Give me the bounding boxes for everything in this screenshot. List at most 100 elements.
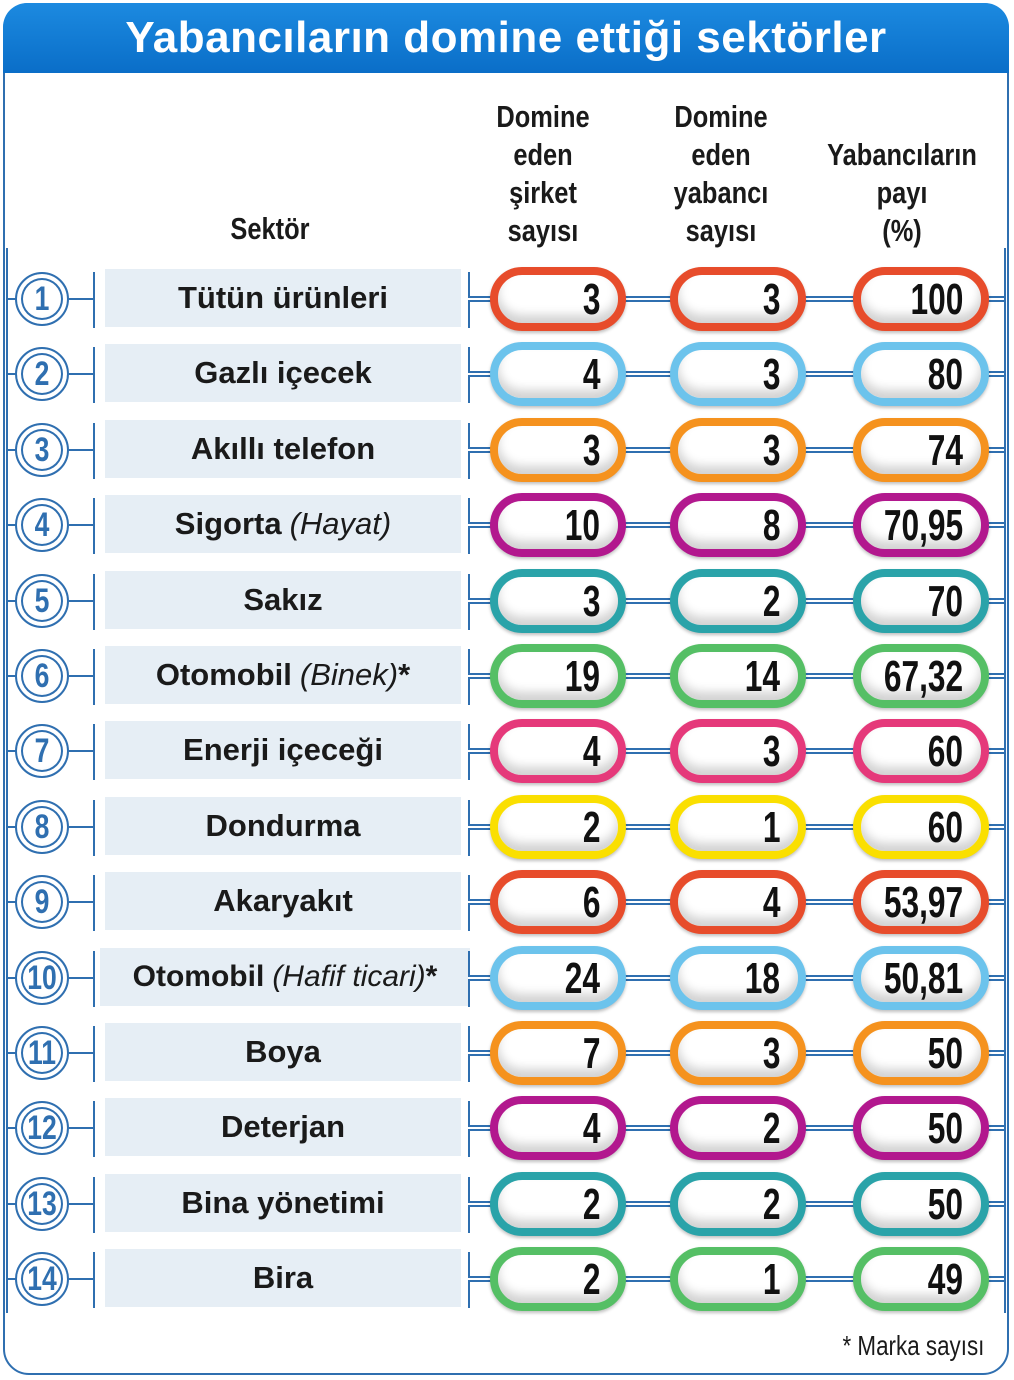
pill-connector <box>984 1200 1004 1207</box>
header-foreign-line: yabancı <box>673 175 769 210</box>
rank-badge: 14 <box>15 1252 69 1307</box>
rank-number: 1 <box>34 280 50 318</box>
pill-connector <box>620 673 676 679</box>
rank-number: 3 <box>34 430 50 469</box>
foreign-count-pill: 3 <box>670 342 806 407</box>
foreign-count-value: 3 <box>762 1029 780 1078</box>
foreign-share-pill: 74 <box>853 417 989 482</box>
sector-bracket <box>93 498 95 555</box>
sector-note: (Hafif ticari) <box>272 959 426 993</box>
brand-count-marker: * <box>425 959 438 993</box>
pill-connector <box>984 899 1004 906</box>
foreign-share-pill: 50 <box>853 1096 989 1161</box>
pill-connector <box>620 522 676 529</box>
pill-connector <box>984 446 1004 453</box>
sector-label: Deterjan <box>105 1098 461 1157</box>
pill-connector <box>800 597 858 604</box>
sector-label: Otomobil (Hafif ticari) * <box>100 947 470 1006</box>
rail-connector <box>6 599 16 602</box>
company-count-value: 10 <box>564 501 600 551</box>
sector-label: Akıllı telefon <box>105 419 461 478</box>
sector-name: Akıllı telefon <box>190 430 376 466</box>
table-row: 14 Bira 2 1 49 <box>0 1244 1014 1319</box>
foreign-share-pill: 60 <box>853 794 989 859</box>
pill-connector <box>800 522 858 529</box>
header-sector: Sektör <box>213 210 328 248</box>
rank-number: 8 <box>34 807 50 846</box>
pill-connector <box>468 1276 494 1283</box>
rail-connector <box>69 825 93 828</box>
sector-note: (Binek) <box>299 657 399 692</box>
company-count-pill: 2 <box>490 1247 626 1312</box>
header-share: Yabancıların payı (%) <box>814 136 989 250</box>
header-companies-line: eden <box>513 137 573 172</box>
rail-connector <box>6 750 16 753</box>
foreign-share-pill: 50 <box>853 1021 989 1085</box>
foreign-share-pill: 53,97 <box>853 870 989 935</box>
sector-bracket <box>93 1026 95 1082</box>
rail-connector <box>69 524 93 527</box>
rail-connector <box>69 901 93 904</box>
sector-name: Akaryakıt <box>213 883 353 919</box>
sector-label: Gazlı içecek <box>105 344 461 403</box>
foreign-share-pill: 70 <box>853 568 989 633</box>
rail-connector <box>6 298 16 300</box>
sector-label: Tütün ürünleri <box>105 269 461 327</box>
company-count-value: 2 <box>582 1179 600 1229</box>
rail-connector <box>6 976 16 979</box>
sector-name: Boya <box>245 1034 321 1069</box>
company-count-pill: 3 <box>490 267 626 331</box>
pill-connector <box>620 974 676 981</box>
company-count-pill: 2 <box>490 794 626 859</box>
pill-connector <box>984 673 1004 679</box>
company-count-pill: 19 <box>490 644 626 708</box>
rank-badge: 4 <box>15 498 69 553</box>
company-count-value: 4 <box>582 727 600 777</box>
rank-badge: 3 <box>15 422 69 477</box>
header-foreign: Domine eden yabancı sayısı <box>660 98 783 250</box>
company-count-value: 19 <box>564 652 600 701</box>
foreign-share-pill: 60 <box>853 719 989 784</box>
table-row: 1 Tütün ürünleri 3 3 100 <box>0 264 1014 339</box>
foreign-share-pill: 70,95 <box>853 493 989 558</box>
table-row: 10 Otomobil (Hafif ticari) * 24 18 50,81 <box>0 943 1014 1018</box>
pill-connector <box>620 1125 676 1132</box>
foreign-share-pill: 49 <box>853 1247 989 1312</box>
header-companies-line: Domine <box>496 99 590 134</box>
sector-name: Sakız <box>243 581 323 617</box>
sector-label: Dondurma <box>105 796 461 855</box>
rank-badge: 5 <box>15 573 69 628</box>
rank-badge: 1 <box>15 272 69 326</box>
pill-connector <box>468 899 494 906</box>
pill-connector <box>800 446 858 453</box>
rank-badge: 9 <box>15 875 69 930</box>
header-companies-line: şirket <box>509 175 577 210</box>
company-count-value: 3 <box>582 576 600 626</box>
foreign-count-value: 2 <box>762 1104 780 1154</box>
pill-connector <box>800 899 858 906</box>
company-count-value: 7 <box>582 1029 600 1078</box>
sector-bracket <box>93 1176 95 1233</box>
foreign-share-value: 53,97 <box>883 878 963 928</box>
company-count-value: 4 <box>582 1104 600 1154</box>
foreign-share-value: 50 <box>927 1104 963 1154</box>
pill-connector <box>800 823 858 830</box>
pill-connector <box>984 748 1004 755</box>
header-companies-line: sayısı <box>507 213 579 248</box>
foreign-count-value: 4 <box>762 878 780 928</box>
pill-connector <box>468 522 494 529</box>
rail-connector <box>6 901 16 904</box>
header-companies: Domine eden şirket sayısı <box>482 98 605 250</box>
pill-connector <box>800 371 858 378</box>
chart-title: Yabancıların domine ettiği sektörler <box>125 13 887 62</box>
rail-connector <box>69 1202 93 1205</box>
company-count-pill: 4 <box>490 342 626 407</box>
sector-label: Bina yönetimi <box>105 1173 461 1232</box>
sector-label: Enerji içeceği <box>105 721 461 780</box>
pill-connector <box>984 823 1004 830</box>
company-count-value: 2 <box>582 802 600 852</box>
sector-name: Dondurma <box>205 807 361 843</box>
foreign-share-value: 50 <box>927 1029 963 1078</box>
foreign-share-pill: 80 <box>853 342 989 407</box>
company-count-value: 3 <box>582 275 600 324</box>
